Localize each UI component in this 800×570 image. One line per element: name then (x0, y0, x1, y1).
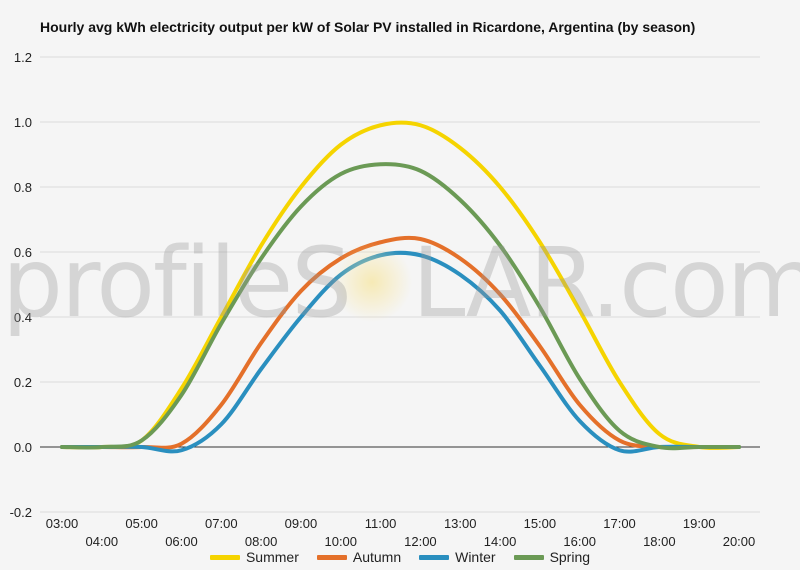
series-lines (60, 120, 741, 454)
x-tick-label: 18:00 (643, 534, 676, 549)
y-tick-label: 1.0 (14, 115, 32, 130)
legend-item-spring[interactable]: Spring (513, 549, 591, 565)
x-tick-label: 15:00 (524, 516, 557, 531)
chart-title: Hourly avg kWh electricity output per kW… (40, 19, 696, 35)
x-tick-label: 08:00 (245, 534, 278, 549)
x-tick-label: 17:00 (603, 516, 636, 531)
x-tick-label: 20:00 (723, 534, 756, 549)
legend-swatch (419, 554, 450, 560)
legend-swatch (513, 554, 544, 560)
x-tick-label: 06:00 (165, 534, 198, 549)
y-tick-label: 1.2 (14, 50, 32, 65)
x-axis-ticks: 03:00 04:00 05:00 06:00 07:00 08:00 09:00 10:00… (46, 516, 756, 549)
series-line-summer (60, 120, 741, 450)
y-tick-label: 0.6 (14, 245, 32, 260)
x-tick-label: 04:00 (86, 534, 119, 549)
series-line-spring (60, 162, 741, 451)
legend-label: Summer (245, 549, 299, 565)
y-tick-label: -0.2 (10, 505, 32, 520)
legend-label: Winter (455, 549, 496, 565)
y-axis-ticks: -0.2 0.0 0.2 0.4 0.6 0.8 1.0 1.2 (10, 50, 32, 520)
x-tick-label: 16:00 (563, 534, 596, 549)
x-tick-label: 05:00 (125, 516, 158, 531)
legend: Summer Autumn Winter Spring (0, 549, 800, 565)
x-tick-label: 10:00 (324, 534, 357, 549)
x-tick-label: 12:00 (404, 534, 437, 549)
x-tick-label: 09:00 (285, 516, 318, 531)
y-tick-label: 0.0 (14, 440, 32, 455)
x-tick-label: 07:00 (205, 516, 238, 531)
y-tick-label: 0.2 (14, 375, 32, 390)
legend-label: Spring (549, 549, 591, 565)
x-tick-label: 13:00 (444, 516, 477, 531)
legend-label: Autumn (352, 549, 402, 565)
legend-item-winter[interactable]: Winter (419, 549, 496, 565)
legend-item-autumn[interactable]: Autumn (316, 549, 402, 565)
y-tick-label: 0.8 (14, 180, 32, 195)
x-tick-label: 19:00 (683, 516, 716, 531)
legend-swatch (316, 554, 347, 560)
series-line-autumn (60, 235, 741, 450)
x-tick-label: 14:00 (484, 534, 517, 549)
legend-item-summer[interactable]: Summer (209, 549, 299, 565)
x-tick-label: 03:00 (46, 516, 79, 531)
x-tick-label: 11:00 (365, 516, 397, 531)
y-tick-label: 0.4 (14, 310, 32, 325)
legend-swatch (209, 554, 240, 560)
